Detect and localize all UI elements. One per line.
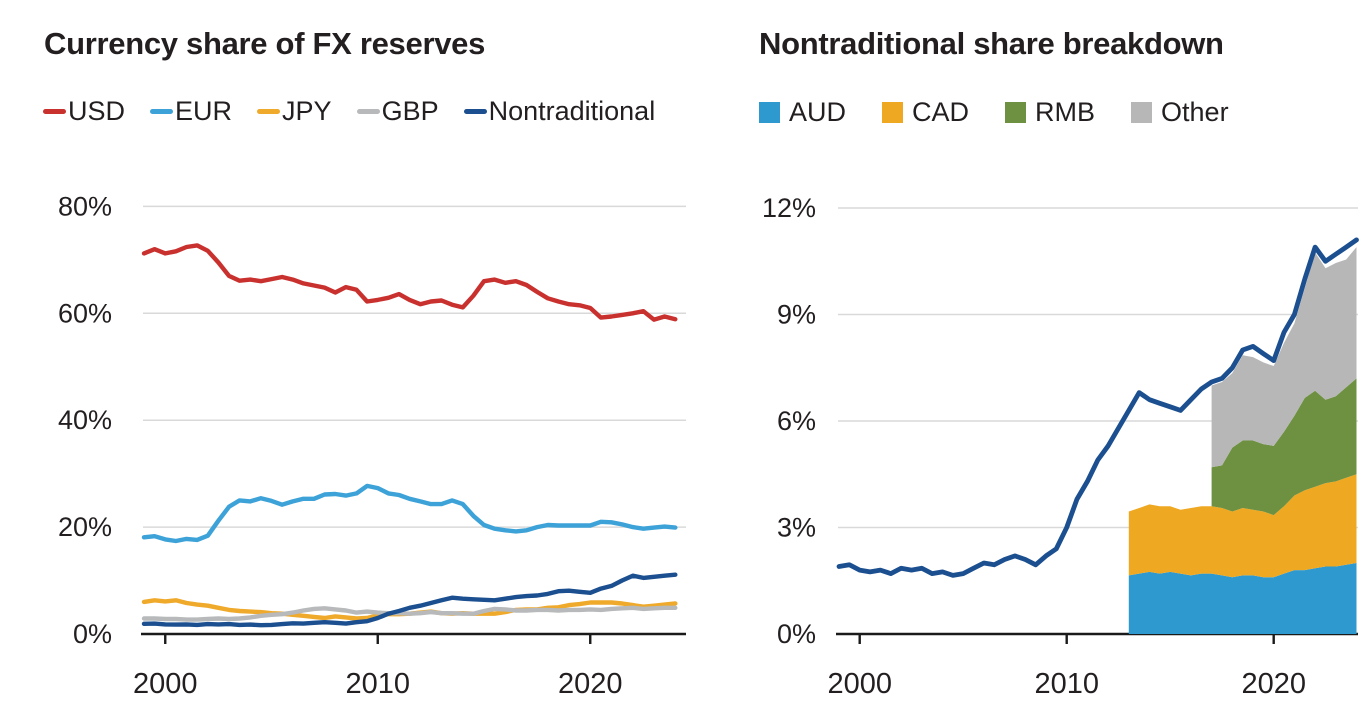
breakdown-xtick-label-2000: 2000 — [827, 668, 892, 700]
usd-line-series — [141, 243, 678, 322]
legend-label-eur: EUR — [175, 96, 233, 126]
currency-share-ytick-label-80%: 80% — [58, 191, 112, 221]
currency-share-xtick-label-2000: 2000 — [133, 668, 198, 700]
legend-label-usd: USD — [68, 96, 126, 126]
breakdown-ytick-label-3%: 3% — [777, 513, 816, 543]
legend-item-nontraditional: Nontraditional — [463, 96, 656, 127]
nontraditional-line-swatch-icon — [463, 109, 487, 114]
currency-share-xtick-label-2010: 2010 — [345, 668, 410, 700]
legend-item-jpy: JPY — [257, 96, 332, 127]
cad-stacked-area — [1128, 474, 1357, 578]
breakdown-ytick-label-0%: 0% — [777, 619, 816, 649]
eur-line-swatch-icon — [150, 109, 174, 114]
nontraditional-breakdown-chart-title: Nontraditional share breakdown — [759, 26, 1224, 61]
aud-stacked-area — [1128, 563, 1357, 634]
rmb-area-swatch-icon — [1005, 102, 1027, 123]
nontraditional-line-series — [141, 572, 678, 628]
currency-share-ytick-label-40%: 40% — [58, 405, 112, 435]
legend-item-rmb: RMB — [1005, 97, 1095, 128]
gbp-line-swatch-icon — [356, 109, 380, 114]
legend-label-aud: AUD — [789, 97, 847, 127]
gbp-line-series — [141, 605, 678, 622]
breakdown-ytick-label-9%: 9% — [777, 300, 816, 330]
usd-line-swatch-icon — [43, 109, 66, 114]
jpy-line-swatch-icon — [257, 109, 281, 114]
breakdown-xtick-label-2020: 2020 — [1241, 668, 1306, 700]
breakdown-ytick-label-6%: 6% — [777, 406, 816, 436]
legend-label-other: Other — [1161, 97, 1229, 127]
legend-item-other: Other — [1131, 97, 1229, 128]
legend-label-nontraditional: Nontraditional — [488, 96, 656, 126]
currency-share-ytick-label-20%: 20% — [58, 512, 112, 542]
legend-item-usd: USD — [43, 96, 125, 127]
currency-share-ytick-label-0%: 0% — [73, 619, 112, 649]
legend-label-cad: CAD — [912, 97, 970, 127]
legend-label-jpy: JPY — [282, 96, 332, 126]
legend-item-gbp: GBP — [356, 96, 439, 127]
nontraditional-breakdown-legend: AUD CAD RMB Other — [759, 97, 1229, 128]
legend-item-eur: EUR — [150, 96, 232, 127]
other-stacked-area — [1211, 247, 1357, 468]
nontraditional-total-line — [836, 237, 1359, 578]
other-area-swatch-icon — [1131, 102, 1153, 123]
eur-line-series — [141, 483, 678, 544]
currency-share-xtick-label-2020: 2020 — [558, 668, 623, 700]
cad-area-swatch-icon — [882, 102, 904, 123]
breakdown-xtick-label-2010: 2010 — [1034, 668, 1099, 700]
breakdown-ytick-label-12%: 12% — [762, 193, 816, 223]
aud-area-swatch-icon — [759, 102, 780, 123]
legend-label-rmb: RMB — [1035, 97, 1096, 127]
currency-share-legend: USD EUR JPY GBP Nontraditional — [43, 96, 655, 127]
legend-label-gbp: GBP — [381, 96, 439, 126]
currency-share-ytick-label-60%: 60% — [58, 298, 112, 328]
currency-share-chart-title: Currency share of FX reserves — [44, 26, 486, 61]
legend-item-cad: CAD — [882, 97, 969, 128]
legend-item-aud: AUD — [759, 97, 846, 128]
rmb-stacked-area — [1211, 378, 1357, 516]
